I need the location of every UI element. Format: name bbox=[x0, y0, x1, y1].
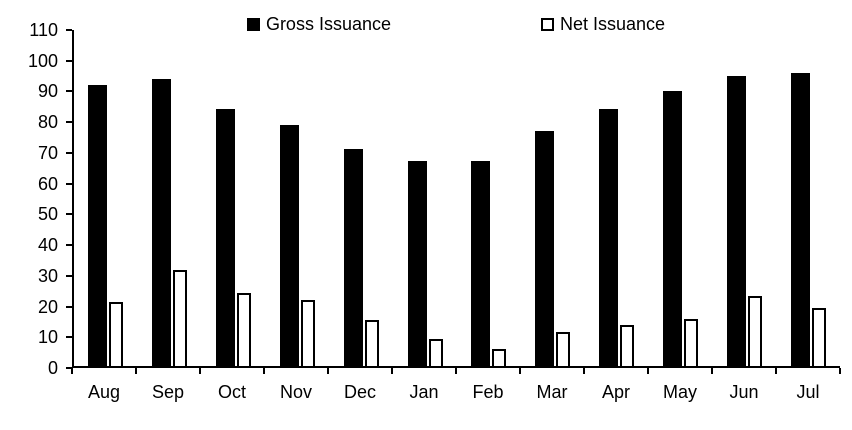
net-issuance-bar-aug bbox=[109, 301, 124, 366]
y-axis-tick bbox=[66, 182, 72, 185]
x-axis-tick bbox=[455, 368, 457, 374]
legend-label-gross-issuance: Gross Issuance bbox=[265, 14, 391, 34]
y-axis-tick bbox=[66, 274, 72, 277]
bar-group-may bbox=[648, 30, 712, 366]
x-axis-tick bbox=[135, 368, 137, 374]
y-axis-label-20: 20 bbox=[37, 296, 58, 317]
x-axis-label-mar: Mar bbox=[536, 382, 568, 402]
x-axis-label-oct: Oct bbox=[217, 382, 246, 402]
net-issuance-bar-jun bbox=[747, 295, 762, 366]
y-axis-label-40: 40 bbox=[37, 235, 58, 256]
net-issuance-bar-dec bbox=[364, 320, 379, 366]
bars-container bbox=[74, 30, 840, 366]
net-issuance-bar-jan bbox=[428, 338, 443, 366]
net-issuance-bar-apr bbox=[620, 324, 635, 366]
x-axis-label-nov: Nov bbox=[279, 382, 312, 402]
x-axis-tick bbox=[839, 368, 841, 374]
legend-item-gross-issuance: Gross Issuance bbox=[246, 14, 391, 35]
net-issuance-bar-oct bbox=[237, 292, 252, 366]
gross-issuance-bar-nov bbox=[279, 124, 299, 366]
y-axis-label-30: 30 bbox=[37, 265, 58, 286]
bar-group-dec bbox=[329, 30, 393, 366]
x-axis-labels: Aug Sep Oct Nov Dec Jan Feb Mar Apr May Jun Jul bbox=[72, 382, 840, 403]
x-axis-tick bbox=[199, 368, 201, 374]
gross-issuance-swatch-icon bbox=[246, 18, 260, 31]
gross-issuance-bar-apr bbox=[599, 109, 619, 366]
bar-group-jun bbox=[712, 30, 776, 366]
y-axis-tick bbox=[66, 121, 72, 124]
net-issuance-swatch-icon bbox=[541, 18, 554, 31]
bar-group-nov bbox=[265, 30, 329, 366]
bar-group-sep bbox=[138, 30, 202, 366]
net-issuance-bar-jul bbox=[811, 307, 826, 366]
y-axis-tick bbox=[66, 336, 72, 339]
x-axis-tick bbox=[775, 368, 777, 374]
gross-issuance-bar-aug bbox=[88, 84, 108, 366]
y-axis-label-10: 10 bbox=[37, 327, 58, 348]
bar-group-jul bbox=[776, 30, 840, 366]
net-issuance-bar-sep bbox=[173, 269, 188, 366]
legend-item-net-issuance: Net Issuance bbox=[541, 14, 665, 35]
y-axis-tick bbox=[66, 59, 72, 62]
x-axis-tick bbox=[647, 368, 649, 374]
gross-issuance-bar-sep bbox=[152, 78, 172, 366]
gross-issuance-bar-oct bbox=[216, 109, 236, 366]
y-axis-label-0: 0 bbox=[47, 358, 58, 378]
y-axis-tick bbox=[66, 367, 72, 369]
net-issuance-bar-mar bbox=[556, 332, 571, 366]
gross-issuance-bar-jul bbox=[790, 72, 810, 366]
y-axis-label-100: 100 bbox=[27, 50, 58, 71]
gross-issuance-bar-jan bbox=[407, 161, 427, 366]
x-axis-label-may: May bbox=[662, 382, 697, 402]
y-axis-label-60: 60 bbox=[37, 173, 58, 194]
y-axis-label-110: 110 bbox=[29, 20, 58, 40]
y-axis-label-90: 90 bbox=[37, 81, 58, 102]
y-axis-label-50: 50 bbox=[37, 204, 58, 225]
x-axis-label-apr: Apr bbox=[601, 382, 630, 402]
x-axis-tick bbox=[711, 368, 713, 374]
bar-group-mar bbox=[521, 30, 585, 366]
bar-group-jan bbox=[393, 30, 457, 366]
y-axis-tick bbox=[66, 90, 72, 93]
plot-area bbox=[72, 30, 840, 368]
gross-issuance-bar-may bbox=[662, 91, 682, 366]
x-axis-label-jul: Jul bbox=[796, 382, 820, 402]
x-axis-label-aug: Aug bbox=[87, 382, 121, 402]
x-axis-label-dec: Dec bbox=[343, 382, 376, 402]
y-axis-label-80: 80 bbox=[37, 112, 58, 133]
x-axis-label-feb: Feb bbox=[472, 382, 504, 402]
legend-label-net-issuance: Net Issuance bbox=[560, 14, 666, 34]
net-issuance-bar-feb bbox=[492, 349, 507, 366]
y-axis-tick bbox=[66, 29, 72, 31]
x-axis-tick bbox=[263, 368, 265, 374]
net-issuance-bar-may bbox=[683, 318, 698, 366]
x-axis-tick bbox=[583, 368, 585, 374]
x-axis-tick bbox=[327, 368, 329, 374]
bar-group-aug bbox=[74, 30, 138, 366]
y-axis-tick bbox=[66, 305, 72, 308]
y-axis-tick bbox=[66, 151, 72, 154]
bar-group-feb bbox=[457, 30, 521, 366]
net-issuance-bar-nov bbox=[300, 300, 315, 366]
bar-group-oct bbox=[202, 30, 266, 366]
x-axis-tick bbox=[71, 368, 73, 374]
gross-issuance-bar-dec bbox=[343, 149, 363, 366]
x-axis-tick bbox=[391, 368, 393, 374]
gross-issuance-bar-mar bbox=[535, 130, 555, 366]
x-axis-ticks bbox=[71, 368, 841, 374]
x-axis-label-sep: Sep bbox=[151, 382, 185, 402]
y-axis-tick bbox=[66, 213, 72, 216]
y-axis-tick bbox=[66, 244, 72, 247]
gross-issuance-bar-feb bbox=[471, 161, 491, 366]
x-axis-label-jun: Jun bbox=[729, 382, 759, 402]
x-axis-tick bbox=[519, 368, 521, 374]
x-axis-label-jan: Jan bbox=[409, 382, 439, 402]
gross-issuance-bar-jun bbox=[726, 75, 746, 366]
y-axis-label-70: 70 bbox=[37, 142, 58, 163]
chart-legend: Gross Issuance Net Issuance bbox=[72, 14, 840, 35]
bar-group-apr bbox=[585, 30, 649, 366]
